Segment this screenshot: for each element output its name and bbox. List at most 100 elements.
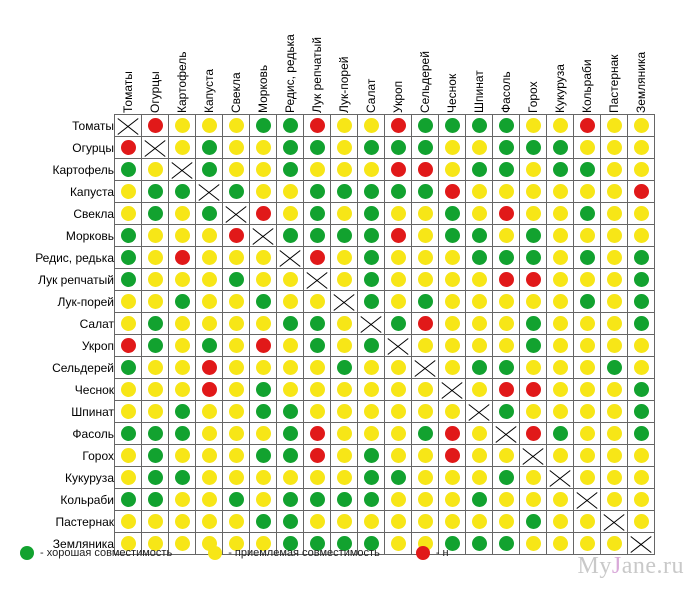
dot-g — [499, 118, 514, 133]
dot-y — [553, 228, 568, 243]
matrix-cell — [304, 357, 331, 379]
dot-g — [283, 448, 298, 463]
matrix-cell — [223, 445, 250, 467]
dot-y — [175, 382, 190, 397]
matrix-cell — [628, 203, 655, 225]
matrix-cell — [277, 423, 304, 445]
matrix-cell — [574, 379, 601, 401]
matrix-cell — [115, 181, 142, 203]
matrix-cell — [493, 533, 520, 555]
dot-y — [391, 294, 406, 309]
matrix-cell — [574, 335, 601, 357]
matrix-cell — [547, 511, 574, 533]
matrix-cell — [601, 203, 628, 225]
matrix-cell — [601, 181, 628, 203]
dot-r — [121, 338, 136, 353]
matrix-cell — [520, 313, 547, 335]
dot-r — [526, 272, 541, 287]
dot-g — [148, 492, 163, 507]
matrix-cell — [223, 181, 250, 203]
matrix-cell — [277, 159, 304, 181]
dot-g — [175, 184, 190, 199]
matrix-cell — [223, 423, 250, 445]
dot-y — [202, 492, 217, 507]
matrix-cell — [169, 423, 196, 445]
matrix-cell — [331, 115, 358, 137]
dot-y — [526, 470, 541, 485]
matrix-cell — [304, 313, 331, 335]
matrix-cell — [358, 137, 385, 159]
dot-y — [391, 382, 406, 397]
dot-y — [526, 360, 541, 375]
dot-g — [310, 228, 325, 243]
matrix-cell — [277, 137, 304, 159]
matrix-cell — [169, 401, 196, 423]
dot-r — [445, 184, 460, 199]
dot-r — [256, 206, 271, 221]
dot-g — [526, 338, 541, 353]
dot-y — [553, 382, 568, 397]
dot-y — [526, 118, 541, 133]
matrix-cell — [277, 247, 304, 269]
dot-y — [553, 206, 568, 221]
matrix-cell — [169, 159, 196, 181]
dot-y — [580, 338, 595, 353]
dot-y — [553, 250, 568, 265]
dot-g — [499, 140, 514, 155]
matrix-cell — [601, 247, 628, 269]
matrix-cell — [358, 225, 385, 247]
matrix-cell — [628, 533, 655, 555]
dot-r — [526, 382, 541, 397]
dot-y — [472, 294, 487, 309]
col-header: Пастернак — [601, 8, 628, 115]
dot-g — [472, 492, 487, 507]
col-header: Фасоль — [493, 8, 520, 115]
matrix-cell — [547, 137, 574, 159]
matrix-cell — [385, 511, 412, 533]
matrix-cell — [331, 137, 358, 159]
matrix-cell — [601, 335, 628, 357]
matrix-cell — [277, 379, 304, 401]
matrix-cell — [628, 269, 655, 291]
dot-y — [607, 250, 622, 265]
matrix-cell — [439, 247, 466, 269]
matrix-cell — [412, 401, 439, 423]
matrix-cell — [331, 467, 358, 489]
matrix-cell — [196, 159, 223, 181]
dot-g — [121, 162, 136, 177]
dot-g — [121, 272, 136, 287]
row-header: Морковь — [10, 225, 115, 247]
matrix-cell — [412, 379, 439, 401]
legend: - хорошая совместимость- приемлемая совм… — [20, 546, 449, 560]
matrix-cell — [358, 401, 385, 423]
matrix-cell — [169, 269, 196, 291]
legend-label: - н — [436, 547, 449, 559]
dot-g — [202, 206, 217, 221]
dot-g — [175, 470, 190, 485]
dot-g — [121, 360, 136, 375]
dot-g — [229, 184, 244, 199]
matrix-cell — [520, 225, 547, 247]
matrix-cell — [142, 269, 169, 291]
dot-y — [445, 514, 460, 529]
dot-y — [418, 206, 433, 221]
row-header: Фасоль — [10, 423, 115, 445]
dot-y — [175, 118, 190, 133]
dot-g — [526, 250, 541, 265]
dot-y — [121, 316, 136, 331]
matrix-cell — [196, 181, 223, 203]
dot-g — [148, 470, 163, 485]
matrix-cell — [385, 489, 412, 511]
matrix-cell — [115, 203, 142, 225]
matrix-cell — [223, 291, 250, 313]
dot-y — [337, 448, 352, 463]
dot-g — [364, 470, 379, 485]
dot-g — [337, 228, 352, 243]
dot-r — [202, 360, 217, 375]
matrix-cell — [358, 379, 385, 401]
dot-r — [499, 206, 514, 221]
col-header: Лук-порей — [331, 8, 358, 115]
matrix-cell — [466, 247, 493, 269]
dot-y — [580, 448, 595, 463]
dot-g — [310, 206, 325, 221]
